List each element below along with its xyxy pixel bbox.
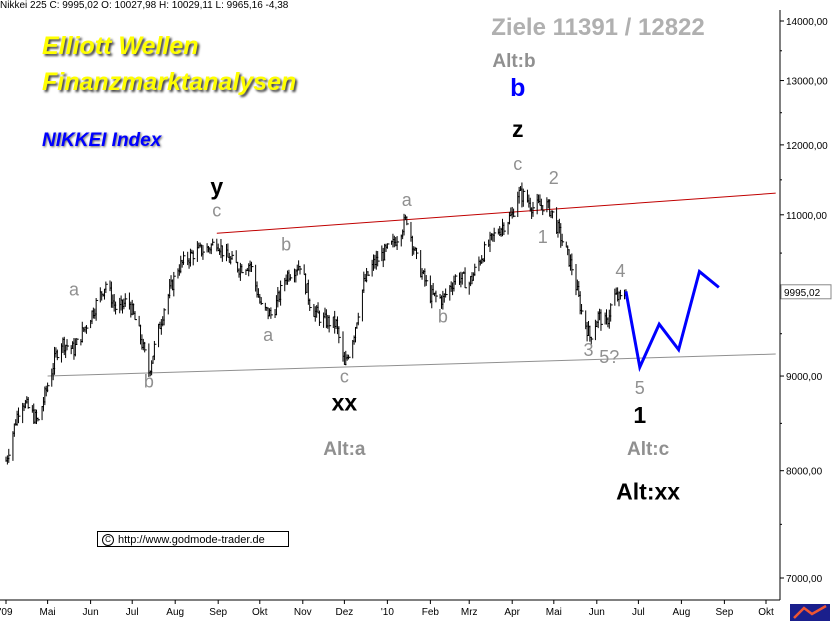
x-tick-label: Apr — [504, 607, 520, 618]
brand-line-2: Finanzmarktanalysen — [42, 68, 297, 96]
y-tick-label: 9000,00 — [786, 372, 823, 383]
wave-label: 5? — [599, 347, 619, 367]
wave-label: b — [281, 235, 291, 255]
wave-label: xx — [332, 390, 358, 416]
y-tick-label: 8000,00 — [786, 467, 823, 478]
wave-label: Alt:b — [492, 51, 535, 72]
wave-label: a — [69, 279, 80, 299]
chart-header: Nikkei 225 C: 9995,02 O: 10027,98 H: 100… — [0, 0, 289, 11]
lower-channel-line — [47, 353, 776, 377]
y-tick-label: 13000,00 — [786, 77, 828, 88]
wave-label: a — [402, 190, 413, 210]
last-value-box — [780, 284, 832, 300]
x-tick-label: '10 — [381, 607, 394, 618]
wave-label: 2 — [549, 168, 559, 188]
x-tick-label: Aug — [673, 607, 691, 618]
wave-label: 1 — [538, 227, 548, 247]
x-tick-label: Aug — [166, 607, 184, 618]
wave-label: Ziele 11391 / 12822 — [491, 14, 705, 41]
wave-label: b — [144, 372, 154, 392]
copyright-icon: C — [102, 534, 114, 547]
x-tick-label: Nov — [294, 607, 312, 618]
wave-label: 1 — [633, 402, 646, 428]
x-tick-label: Jul — [632, 607, 645, 618]
y-tick-label: 7000,00 — [786, 574, 823, 585]
index-label: NIKKEI Index — [42, 130, 162, 151]
wave-label: b — [510, 74, 525, 102]
wave-label: Alt:a — [323, 439, 366, 460]
projection-path — [624, 268, 720, 373]
wave-label: c — [212, 200, 221, 220]
brand-line-1: Elliott Wellen — [42, 32, 199, 60]
x-tick-label: Jun — [589, 607, 605, 618]
x-tick-label: Okt — [758, 607, 774, 618]
credit-url[interactable]: http://www.godmode-trader.de — [118, 534, 265, 546]
y-tick-label: 12000,00 — [786, 141, 828, 152]
last-value-label: 9995,02 — [784, 288, 821, 299]
wave-label: y — [210, 174, 223, 200]
x-tick-label: '09 — [0, 607, 13, 618]
y-tick-label: 14000,00 — [786, 17, 828, 28]
wave-label: c — [513, 154, 522, 174]
wave-label: b — [438, 307, 448, 327]
x-tick-label: Okt — [252, 607, 268, 618]
wave-label: 3 — [583, 340, 593, 360]
wave-label: Alt:c — [627, 439, 670, 460]
x-tick-label: Feb — [422, 607, 440, 618]
x-tick-label: Sep — [209, 607, 227, 618]
wave-label: Alt:xx — [616, 478, 680, 504]
x-tick-label: Jul — [126, 607, 139, 618]
x-tick-label: Jun — [83, 607, 99, 618]
wave-label: 4 — [615, 261, 625, 281]
wave-label: c — [340, 366, 349, 386]
x-tick-label: Mai — [546, 607, 562, 618]
wave-label: a — [263, 325, 274, 345]
wave-label: 5 — [635, 378, 645, 398]
wave-label: z — [512, 116, 524, 142]
x-tick-label: Dez — [335, 607, 353, 618]
upper-channel-line — [216, 192, 776, 234]
x-tick-label: Sep — [715, 607, 733, 618]
x-tick-label: Mai — [40, 607, 56, 618]
vendor-logo-icon — [790, 604, 830, 621]
x-tick-label: Mrz — [461, 607, 478, 618]
y-tick-label: 11000,00 — [786, 211, 827, 222]
